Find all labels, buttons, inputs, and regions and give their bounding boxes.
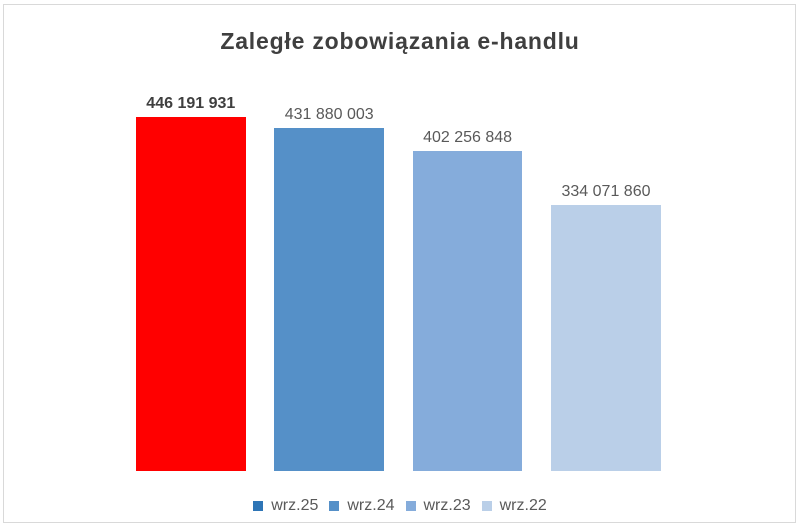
chart-title: Zaległe zobowiązania e-handlu [220,28,580,54]
legend-item-wrz.23: wrz.23 [405,497,471,514]
chart-frame [3,4,796,523]
legend-marker-icon [405,501,416,511]
legend-label: wrz.24 [347,497,395,514]
legend-label: wrz.25 [271,497,319,514]
bar-wrz.22 [551,205,661,471]
legend-label: wrz.23 [423,497,471,514]
bar-wrz.23 [412,151,523,471]
legend-marker-icon [329,501,340,511]
bar-value-label-wrz.23: 402 256 848 [423,129,513,147]
legend-marker-icon [253,501,264,511]
legend-item-wrz.22: wrz.22 [481,497,547,514]
legend-item-wrz.24: wrz.24 [329,497,395,514]
bar-wrz.25 [136,116,246,471]
bar-wrz.24 [274,127,384,471]
bar-value-label-wrz.25: 446 191 931 [146,94,236,112]
legend-marker-icon [481,501,492,511]
legend: wrz.25 wrz.24 wrz.23 wrz.22 [0,497,800,515]
legend-item-wrz.25: wrz.25 [253,498,318,514]
bar-value-label-wrz.24: 431 880 003 [284,105,374,123]
legend-label: wrz.22 [499,497,547,514]
bar-value-label-wrz.22: 334 071 860 [561,183,651,201]
